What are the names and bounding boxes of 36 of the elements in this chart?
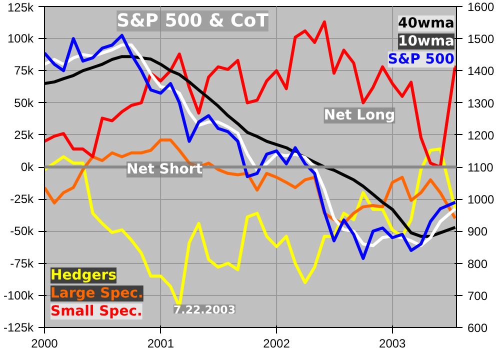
y-tick-label: -50k bbox=[10, 224, 34, 238]
y2-tick-label: 900 bbox=[468, 224, 488, 239]
y2-tick-label: 600 bbox=[468, 321, 488, 335]
x-tick-label: 2001 bbox=[147, 336, 174, 350]
y2-tick-label: 1400 bbox=[468, 64, 495, 78]
text: 10wma bbox=[398, 34, 454, 50]
y2-tick-label: 1200 bbox=[468, 128, 495, 142]
y2-tick-label: 1100 bbox=[468, 160, 494, 174]
x-tick-label: 2002 bbox=[263, 336, 290, 350]
chart-title: S&P 500 & CoT bbox=[116, 10, 270, 32]
annotation: 7.22.2003 bbox=[174, 304, 236, 316]
text: Hedgers bbox=[50, 268, 116, 284]
y-tick-label: -100k bbox=[3, 288, 34, 302]
y-tick-label: 50k bbox=[14, 96, 34, 110]
y2-tick-label: 1000 bbox=[468, 192, 495, 207]
y2-tick-label: 700 bbox=[468, 288, 488, 303]
y-tick-label: 75k bbox=[14, 64, 34, 78]
annotation: Net Long bbox=[324, 108, 396, 124]
text: Large Spec. bbox=[50, 286, 144, 302]
text: S&P 500 bbox=[388, 52, 455, 68]
y-tick-label: 25k bbox=[14, 128, 34, 142]
x-tick-label: 2003 bbox=[379, 336, 406, 350]
y2-tick-label: 1500 bbox=[468, 32, 495, 46]
annotation: Net Short bbox=[126, 162, 203, 178]
y-tick-label: 0k bbox=[20, 160, 34, 174]
y-tick-label: -75k bbox=[10, 256, 34, 270]
y2-tick-label: 1600 bbox=[468, 0, 495, 14]
y2-tick-label: 800 bbox=[468, 256, 488, 271]
y2-tick-label: 1300 bbox=[468, 96, 495, 110]
y-tick-label: 125k bbox=[7, 0, 34, 14]
text: 40wma bbox=[398, 16, 454, 32]
text: Small Spec. bbox=[50, 304, 142, 320]
x-tick-label: 2000 bbox=[31, 336, 58, 350]
y-tick-label: 100k bbox=[7, 32, 34, 46]
y-tick-label: -125k bbox=[3, 320, 34, 334]
y-tick-label: -25k bbox=[10, 192, 34, 206]
